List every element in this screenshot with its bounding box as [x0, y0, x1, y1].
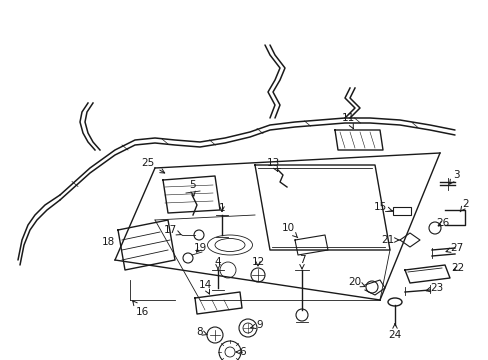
Text: 26: 26: [435, 218, 448, 228]
Text: 9: 9: [250, 320, 263, 330]
Text: 21: 21: [381, 235, 398, 245]
Text: 6: 6: [236, 347, 246, 357]
Text: 11: 11: [341, 113, 354, 129]
Text: 16: 16: [132, 301, 148, 317]
Text: 14: 14: [198, 280, 211, 294]
Text: 19: 19: [193, 243, 206, 253]
Text: 27: 27: [445, 243, 463, 253]
Text: 25: 25: [141, 158, 164, 173]
Text: 24: 24: [387, 324, 401, 340]
Text: 3: 3: [448, 170, 458, 184]
Text: 15: 15: [373, 202, 391, 212]
Text: 1: 1: [218, 203, 225, 213]
Text: 20: 20: [348, 277, 364, 287]
Text: 12: 12: [251, 257, 264, 267]
Text: 17: 17: [163, 225, 182, 235]
Text: 23: 23: [425, 283, 443, 293]
Text: 13: 13: [266, 158, 279, 171]
Text: 22: 22: [450, 263, 464, 273]
Text: 8: 8: [196, 327, 206, 337]
Text: 4: 4: [214, 257, 221, 270]
Text: 5: 5: [188, 180, 195, 196]
Text: 18: 18: [101, 237, 114, 247]
Text: 7: 7: [298, 255, 305, 269]
Text: 10: 10: [281, 223, 297, 238]
Text: 2: 2: [459, 199, 468, 212]
Bar: [392, 207, 410, 215]
